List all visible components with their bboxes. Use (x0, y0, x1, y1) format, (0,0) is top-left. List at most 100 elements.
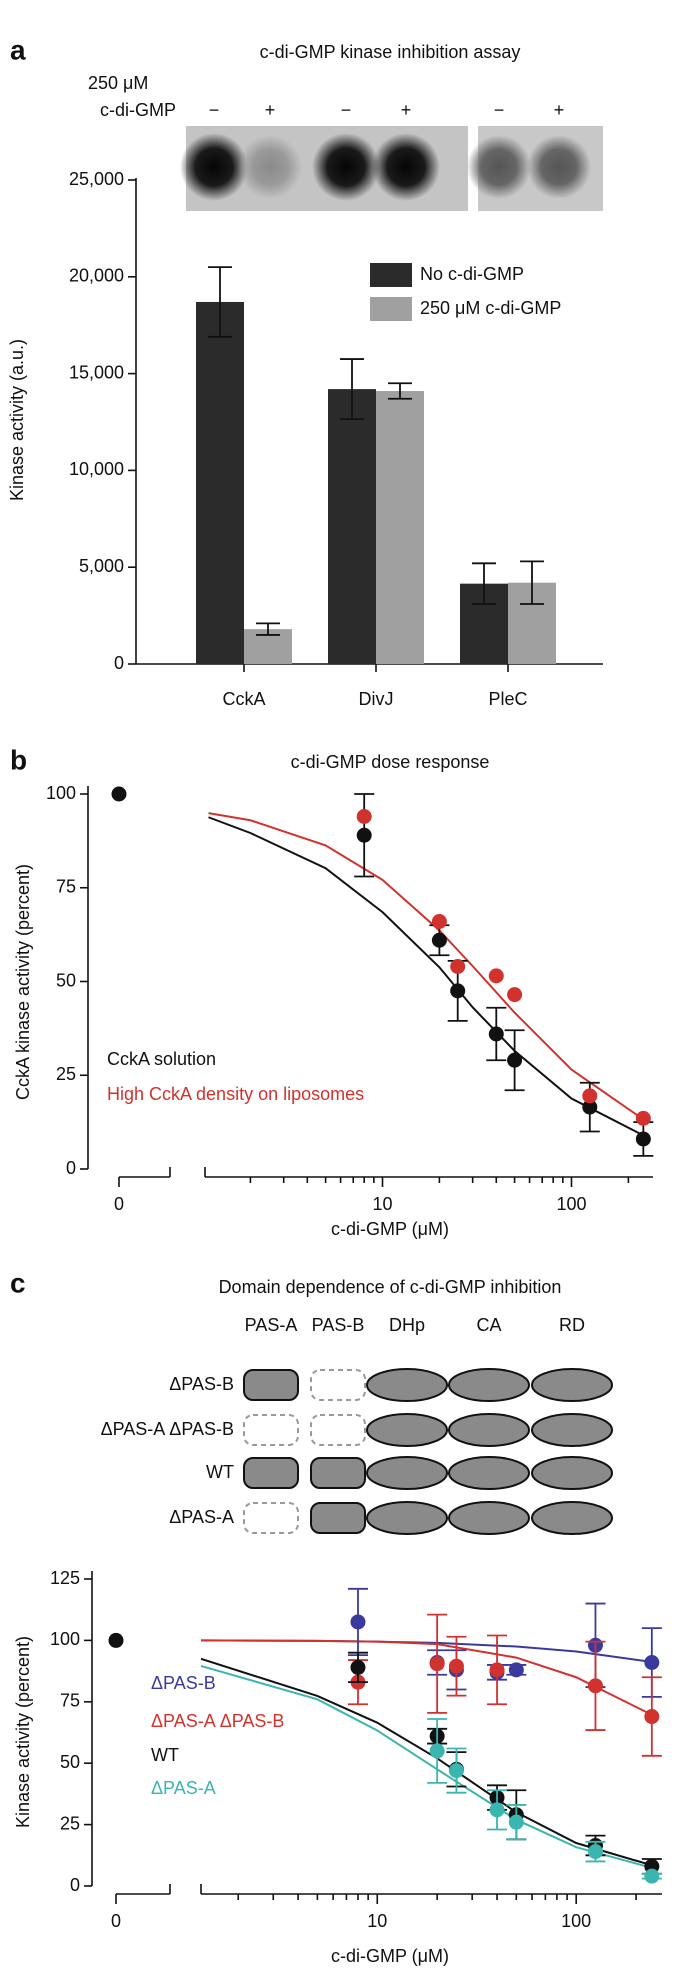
bar (328, 389, 376, 664)
data-point (356, 827, 372, 843)
data-point (644, 1709, 660, 1725)
fit-line (200, 1639, 656, 1718)
legend-label: High CckA density on liposomes (107, 1084, 364, 1104)
gel-spot (527, 135, 591, 199)
data-point (587, 1678, 603, 1694)
gel-spot (180, 133, 248, 201)
panel-label: c (10, 1267, 26, 1298)
data-point (635, 1110, 651, 1126)
panel-label: a (10, 34, 26, 65)
legend-label: 250 μM c-di-GMP (420, 298, 561, 318)
data-point (507, 1052, 523, 1068)
y-tick-label: 75 (56, 877, 76, 897)
data-point (582, 1099, 598, 1115)
data-point (488, 1026, 504, 1042)
domain (310, 1457, 366, 1489)
legend-label: No c-di-GMP (420, 264, 524, 284)
fit-line (208, 816, 648, 1139)
domain (531, 1501, 613, 1535)
gel (180, 126, 603, 211)
y-tick-label: 5,000 (79, 556, 124, 576)
legend-label: ΔPAS-A (151, 1778, 216, 1798)
x-tick-label: 0 (114, 1194, 124, 1214)
data-point (431, 914, 447, 929)
domain (243, 1369, 299, 1401)
error-bar (388, 382, 412, 400)
domain (448, 1413, 530, 1447)
legend-label: ΔPAS-A ΔPAS-B (151, 1711, 284, 1731)
y-tick-label: 50 (60, 1752, 80, 1772)
data-point (489, 1662, 505, 1678)
domain (310, 1502, 366, 1534)
domain-header: DHp (389, 1315, 425, 1335)
construct-label: WT (206, 1462, 234, 1482)
y-tick-label: 15,000 (69, 362, 124, 382)
data-point (429, 1656, 445, 1672)
bar (376, 391, 424, 664)
error-bar (340, 358, 364, 420)
lane-label: + (401, 100, 412, 120)
data-point (350, 1659, 366, 1675)
domain (310, 1414, 366, 1446)
domain (243, 1457, 299, 1489)
data-point (508, 1814, 524, 1830)
x-tick-label: 0 (111, 1911, 121, 1931)
bar (196, 301, 244, 664)
gel-label: c-di-GMP (100, 100, 176, 120)
domain (243, 1502, 299, 1534)
x-tick-label: 10 (372, 1194, 392, 1214)
lane-label: + (554, 100, 565, 120)
panel-label: b (10, 744, 27, 775)
domain (448, 1456, 530, 1490)
data-point (587, 1844, 603, 1860)
domain (448, 1368, 530, 1402)
lane-label: − (209, 100, 220, 120)
y-tick-label: 0 (70, 1875, 80, 1895)
data-point (429, 1743, 445, 1759)
error-bar (472, 562, 496, 605)
error-bar (256, 622, 280, 636)
y-tick-label: 25 (56, 1064, 76, 1084)
x-tick-label: DivJ (359, 689, 394, 709)
legend-label: CckA solution (107, 1049, 216, 1069)
y-tick-label: 0 (66, 1158, 76, 1178)
gel-spot (372, 133, 440, 201)
domain-header: PAS-B (312, 1315, 365, 1335)
y-tick-label: 25,000 (69, 169, 124, 189)
domain (366, 1413, 448, 1447)
x-tick-label: 10 (367, 1911, 387, 1931)
y-tick-label: 0 (114, 653, 124, 673)
x-tick-label: 100 (561, 1911, 591, 1931)
legend-swatch (370, 297, 412, 321)
y-tick-label: 125 (50, 1568, 80, 1588)
lane-label: − (341, 100, 352, 120)
x-tick-label: PleC (488, 689, 527, 709)
domain-header: PAS-A (245, 1315, 298, 1335)
fit-line (208, 812, 648, 1123)
data-point (582, 1088, 598, 1104)
domain (531, 1413, 613, 1447)
data-point (431, 932, 447, 948)
legend-label: WT (151, 1745, 179, 1765)
construct-label: ΔPAS-A (169, 1507, 234, 1527)
chart-title: c-di-GMP kinase inhibition assay (260, 42, 521, 62)
domain (366, 1368, 448, 1402)
gel-label: 250 μM (88, 73, 148, 93)
domain (531, 1456, 613, 1490)
x-tick-label: CckA (222, 689, 265, 709)
data-point (489, 1802, 505, 1818)
data-point (508, 1662, 524, 1678)
domain (448, 1501, 530, 1535)
y-tick-label: 75 (60, 1691, 80, 1711)
gel-spot (312, 133, 380, 201)
y-tick-label: 50 (56, 970, 76, 990)
y-tick-label: 100 (50, 1629, 80, 1649)
domain (366, 1501, 448, 1535)
domain (310, 1369, 366, 1401)
chart-title: Domain dependence of c-di-GMP inhibition (219, 1277, 562, 1297)
data-point (644, 1868, 660, 1884)
legend-swatch (370, 263, 412, 287)
chart-title: c-di-GMP dose response (291, 752, 490, 772)
